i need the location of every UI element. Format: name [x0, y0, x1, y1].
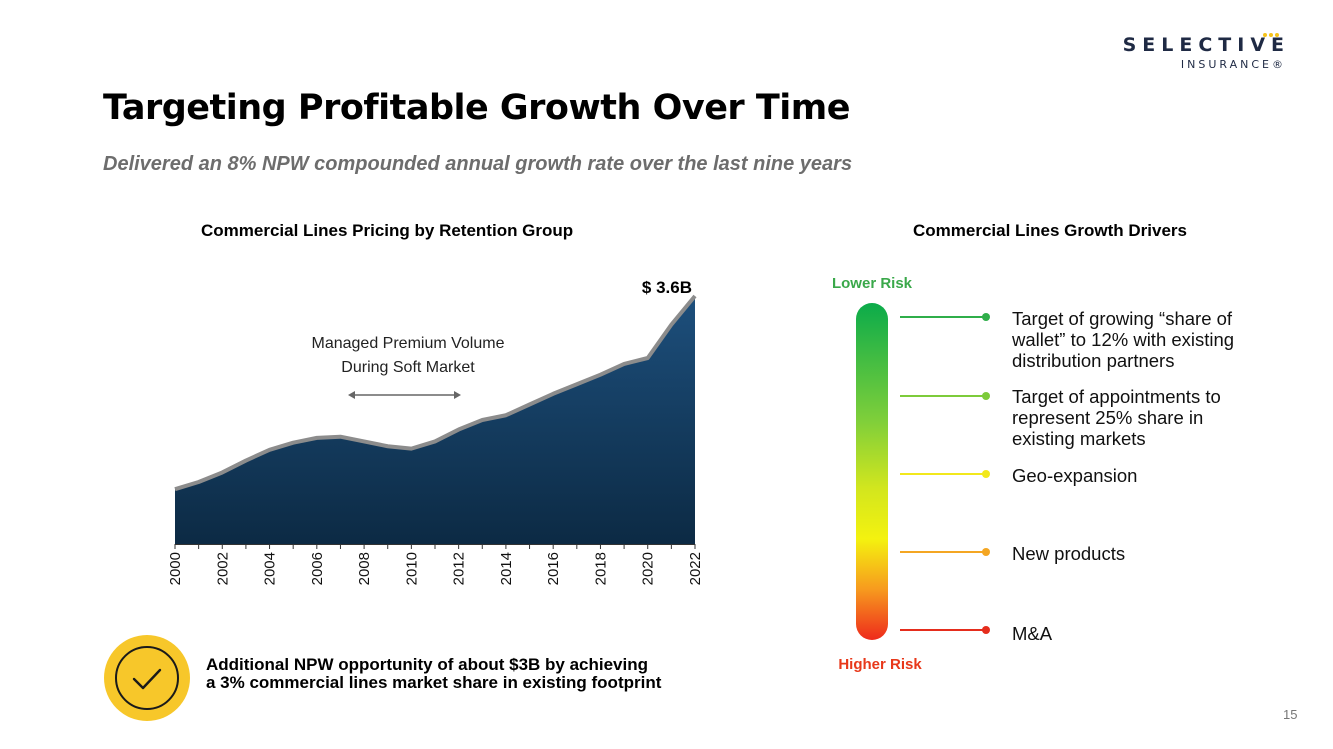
page-number: 15 [1283, 707, 1298, 722]
driver-text-line: Target of growing “share of [1012, 308, 1233, 329]
growth-drivers-title: Commercial Lines Growth Drivers [913, 221, 1187, 240]
x-tick-label: 2018 [592, 552, 609, 585]
driver-text-line: wallet” to 12% with existing [1011, 329, 1234, 350]
page-title: Targeting Profitable Growth Over Time [103, 88, 850, 128]
logo-subtext: INSURANCE® [1180, 58, 1286, 71]
arrow-right-icon [454, 391, 461, 399]
premium-area [175, 296, 695, 544]
driver-dot [982, 313, 990, 321]
x-tick-label: 2010 [403, 552, 420, 585]
x-tick-label: 2020 [640, 552, 657, 585]
logo-wordmark: SELECTIVE [1122, 34, 1290, 56]
risk-scale-diagram: Lower Risk Higher Risk Target of growing “… [832, 275, 1234, 673]
end-value-label: $ 3.6B [642, 278, 692, 297]
driver-text-line: Geo-expansion [1012, 465, 1137, 486]
driver-text-line: New products [1012, 543, 1125, 564]
x-tick-label: 2016 [545, 552, 562, 585]
x-tick-label: 2004 [262, 552, 279, 585]
lower-risk-label: Lower Risk [832, 275, 913, 292]
x-tick-label: 2014 [498, 552, 515, 585]
x-tick-label: 2002 [214, 552, 231, 585]
driver-dot [982, 470, 990, 478]
risk-gradient-bar [856, 303, 888, 640]
logo-dots-icon [1261, 24, 1279, 42]
check-circle-icon [104, 635, 190, 721]
driver-text-line: Target of appointments to [1012, 386, 1221, 407]
callout-line-2: a 3% commercial lines market share in ex… [206, 673, 662, 692]
x-tick-label: 2012 [451, 552, 468, 585]
page-subtitle: Delivered an 8% NPW compounded annual gr… [103, 153, 853, 175]
driver-text-line: M&A [1012, 623, 1053, 644]
premium-outline [174, 294, 697, 492]
x-tick-label: 2008 [356, 552, 373, 585]
annotation-line-2: During Soft Market [341, 359, 475, 376]
driver-dot [982, 392, 990, 400]
driver-dot [982, 548, 990, 556]
x-tick-label: 2000 [167, 552, 184, 585]
premium-area-chart: 2000 2002 2004 2006 2008 2010 2012 2014 2016 2018… [167, 278, 704, 585]
driver-text-line: existing markets [1012, 428, 1146, 449]
callout-text: Additional NPW opportunity of about $3B … [206, 656, 766, 692]
driver-text-line: represent 25% share in [1012, 407, 1203, 428]
callout-line-1: Additional NPW opportunity of about $3B … [206, 655, 648, 674]
driver-text-line: distribution partners [1012, 350, 1174, 371]
annotation-line-1: Managed Premium Volume [312, 335, 505, 352]
arrow-left-icon [348, 391, 355, 399]
selective-logo: SELECTIVE INSURANCE® [1110, 22, 1310, 82]
x-tick-label: 2022 [687, 552, 704, 585]
chart-title: Commercial Lines Pricing by Retention Gr… [201, 221, 574, 240]
x-tick-label: 2006 [309, 552, 326, 585]
driver-dot [982, 626, 990, 634]
higher-risk-label: Higher Risk [838, 656, 922, 673]
